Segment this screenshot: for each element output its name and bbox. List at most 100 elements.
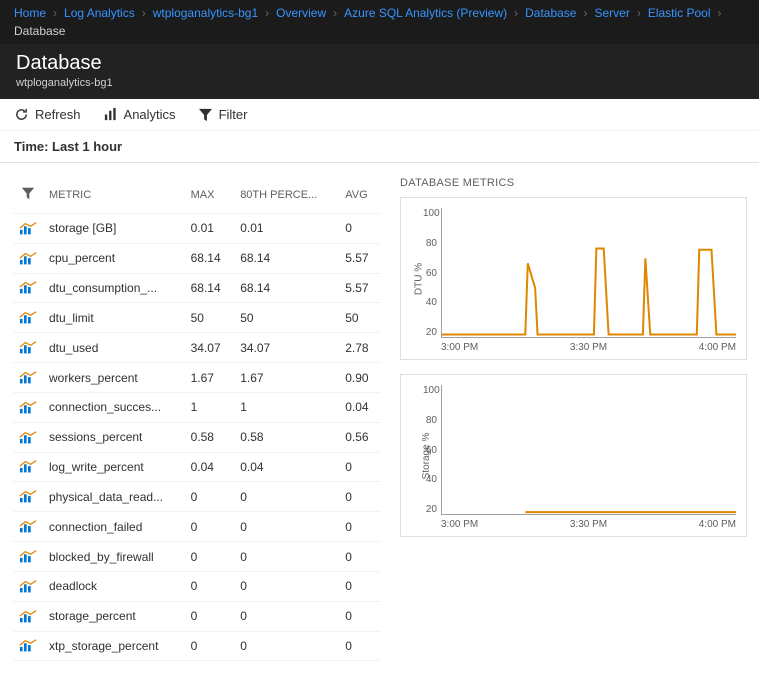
chevron-right-icon: › [583,6,587,20]
table-row[interactable]: storage_percent000 [13,601,381,631]
table-row[interactable]: connection_failed000 [13,512,381,542]
metric-avg: 5.57 [339,243,381,273]
breadcrumb-link[interactable]: Database [525,6,576,20]
col-metric[interactable]: METRIC [43,178,185,214]
metric-p80: 0.58 [234,422,339,452]
table-row[interactable]: connection_succes...110.04 [13,392,381,422]
metric-avg: 0 [339,512,381,542]
table-row[interactable]: physical_data_read...000 [13,482,381,512]
metric-avg: 0 [339,542,381,572]
metric-max: 68.14 [185,243,235,273]
metric-icon-cell [13,363,43,393]
breadcrumb-link[interactable]: Log Analytics [64,6,135,20]
metric-max: 34.07 [185,333,235,363]
metric-name: blocked_by_firewall [43,542,185,572]
metric-icon-cell [13,601,43,631]
metric-p80: 0 [234,631,339,661]
chart-xticks: 3:00 PM3:30 PM4:00 PM [411,342,736,353]
bar-chart-icon [19,549,37,563]
analytics-icon [103,107,118,122]
metric-icon-cell [13,631,43,661]
metric-name: storage [GB] [43,214,185,244]
bar-chart-icon [19,519,37,533]
metric-icon-cell [13,512,43,542]
table-row[interactable]: dtu_used34.0734.072.78 [13,333,381,363]
metric-avg: 0 [339,571,381,601]
table-header-row: METRIC MAX 80TH PERCE... AVG [13,178,381,214]
metric-icon-cell [13,214,43,244]
analytics-label: Analytics [124,107,176,122]
metric-p80: 34.07 [234,333,339,363]
metric-icon-cell [13,452,43,482]
chart-card: Storage %100806040203:00 PM3:30 PM4:00 P… [400,374,747,537]
time-range[interactable]: Time: Last 1 hour [0,131,759,163]
col-max[interactable]: MAX [185,178,235,214]
breadcrumb-link[interactable]: Elastic Pool [648,6,711,20]
metric-name: workers_percent [43,363,185,393]
filter-button[interactable]: Filter [198,107,248,122]
bar-chart-icon [19,639,37,653]
breadcrumb-link[interactable]: Azure SQL Analytics (Preview) [344,6,507,20]
toolbar: Refresh Analytics Filter [0,99,759,131]
metric-p80: 1.67 [234,363,339,393]
metric-p80: 68.14 [234,243,339,273]
chevron-right-icon: › [53,6,57,20]
metric-avg: 0 [339,452,381,482]
bar-chart-icon [19,579,37,593]
col-avg[interactable]: AVG [339,178,381,214]
breadcrumb-link[interactable]: Server [594,6,629,20]
table-row[interactable]: workers_percent1.671.670.90 [13,363,381,393]
metric-max: 68.14 [185,273,235,303]
bar-chart-icon [19,460,37,474]
refresh-button[interactable]: Refresh [14,107,81,122]
analytics-button[interactable]: Analytics [103,107,176,122]
table-row[interactable]: dtu_consumption_...68.1468.145.57 [13,273,381,303]
bar-chart-icon [19,430,37,444]
metric-avg: 0.56 [339,422,381,452]
metric-icon-cell [13,422,43,452]
col-p80[interactable]: 80TH PERCE... [234,178,339,214]
breadcrumb-link[interactable]: Overview [276,6,326,20]
metric-icon-cell [13,571,43,601]
metric-max: 0 [185,601,235,631]
bar-chart-icon [19,609,37,623]
table-row[interactable]: log_write_percent0.040.040 [13,452,381,482]
chevron-right-icon: › [265,6,269,20]
chevron-right-icon: › [637,6,641,20]
table-row[interactable]: cpu_percent68.1468.145.57 [13,243,381,273]
table-row[interactable]: blocked_by_firewall000 [13,542,381,572]
metric-avg: 0 [339,482,381,512]
metric-max: 0.04 [185,452,235,482]
metric-icon-cell [13,482,43,512]
chevron-right-icon: › [142,6,146,20]
metric-avg: 0 [339,631,381,661]
chart-plot[interactable] [441,385,736,515]
metric-name: physical_data_read... [43,482,185,512]
main-content: METRIC MAX 80TH PERCE... AVG storage [GB… [0,163,759,676]
metric-p80: 0.04 [234,452,339,482]
metric-name: connection_succes... [43,392,185,422]
table-row[interactable]: dtu_limit505050 [13,303,381,333]
metric-name: deadlock [43,571,185,601]
table-row[interactable]: sessions_percent0.580.580.56 [13,422,381,452]
metric-p80: 0 [234,482,339,512]
table-row[interactable]: deadlock000 [13,571,381,601]
metric-max: 1 [185,392,235,422]
metric-avg: 0 [339,214,381,244]
table-row[interactable]: xtp_storage_percent000 [13,631,381,661]
bar-chart-icon [19,370,37,384]
chart-plot[interactable] [441,208,736,338]
breadcrumb-link[interactable]: Home [14,6,46,20]
metric-p80: 1 [234,392,339,422]
chart-ylabel: DTU % [414,262,425,294]
funnel-icon [21,186,35,203]
metric-max: 0 [185,512,235,542]
bar-chart-icon [19,489,37,503]
metric-name: dtu_used [43,333,185,363]
metric-p80: 0 [234,571,339,601]
table-row[interactable]: storage [GB]0.010.010 [13,214,381,244]
chevron-right-icon: › [333,6,337,20]
filter-column-header[interactable] [13,178,43,214]
breadcrumb-link[interactable]: wtploganalytics-bg1 [153,6,258,20]
bar-chart-icon [19,340,37,354]
